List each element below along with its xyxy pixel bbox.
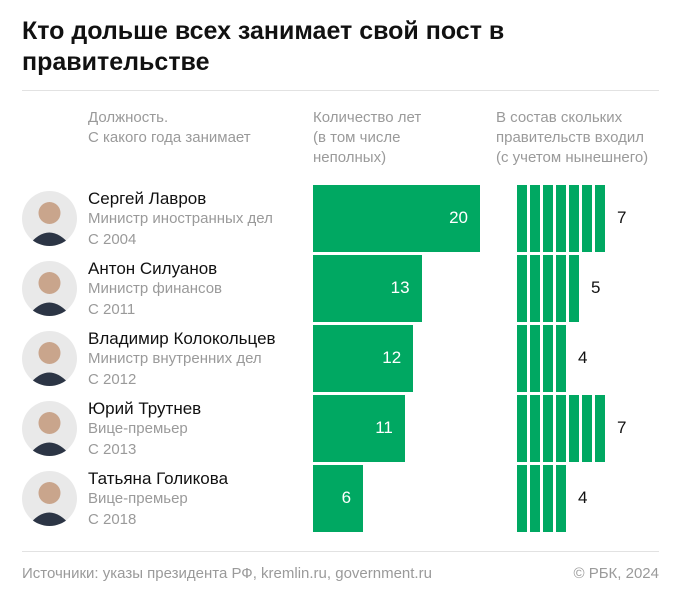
person-role: Вице-премьер [88,490,188,507]
person-role: Министр внутренних дел [88,350,262,367]
source-note: Источники: указы президента РФ, kremlin.… [22,565,432,582]
government-block [543,255,553,322]
divider [22,551,659,552]
years-bar: 13 [313,255,422,322]
years-bar: 20 [313,185,480,252]
government-block [517,465,527,532]
avatar [22,471,77,526]
government-block [556,395,566,462]
person-name: Антон Силуанов [88,259,218,278]
table-row: Сергей Лавров Министр иностранных дел С … [0,185,681,252]
years-bar: 12 [313,325,414,392]
person-since: С 2011 [88,301,136,318]
person-role: Вице-премьер [88,420,188,437]
table-row: Юрий Трутнев Вице-премьер С 2013 11 7 [0,395,681,462]
table-row: Владимир Колокольцев Министр внутренних … [0,325,681,392]
header-years: Количество лет (в том числе неполных) [313,109,422,166]
years-bar: 6 [313,465,364,532]
years-label: 13 [390,278,410,297]
person-role: Министр финансов [88,280,223,297]
person-name: Владимир Колокольцев [88,329,276,348]
avatar [22,331,77,386]
government-block [543,395,553,462]
person-since: С 2012 [88,371,137,388]
years-label: 6 [341,488,352,507]
government-block [556,465,566,532]
government-block [582,185,592,252]
governments-label: 4 [578,348,588,367]
government-block [543,325,553,392]
avatar [22,191,77,246]
government-block [556,255,566,322]
government-block [556,185,566,252]
government-block [517,185,527,252]
person-since: С 2018 [88,511,137,528]
person-name: Юрий Трутнев [88,399,202,418]
copyright: © РБК, 2024 [573,565,659,582]
years-bar: 11 [313,395,405,462]
header-governments: В состав скольких правительств входил (с… [496,109,649,166]
person-since: С 2013 [88,441,137,458]
government-block [530,395,540,462]
government-block [569,255,579,322]
governments-label: 4 [578,488,588,507]
government-block [569,395,579,462]
government-block [556,325,566,392]
government-block [530,325,540,392]
government-block [530,185,540,252]
years-label: 20 [449,208,468,227]
government-block [517,325,527,392]
governments-label: 5 [591,278,601,297]
table-row: Татьяна Голикова Вице-премьер С 2018 6 4 [0,465,681,532]
government-block [569,185,579,252]
government-block [582,395,592,462]
government-block [543,465,553,532]
years-label: 11 [375,418,393,437]
government-block [517,255,527,322]
person-name: Татьяна Голикова [88,469,229,488]
government-block [517,395,527,462]
person-role: Министр иностранных дел [88,210,273,227]
government-block [543,185,553,252]
governments-label: 7 [617,208,627,227]
table-row: Антон Силуанов Министр финансов С 2011 1… [0,255,681,322]
government-block [595,395,605,462]
header-position: Должность. С какого года занимает [88,109,251,146]
divider [22,90,659,91]
government-block [595,185,605,252]
years-label: 12 [382,348,402,367]
governments-label: 7 [617,418,627,437]
government-block [530,255,540,322]
avatar [22,261,77,316]
person-since: С 2004 [88,231,137,248]
government-block [530,465,540,532]
chart-title: Кто дольше всех занимает свой пост в пра… [22,17,505,76]
avatar [22,401,77,456]
person-name: Сергей Лавров [88,189,207,208]
